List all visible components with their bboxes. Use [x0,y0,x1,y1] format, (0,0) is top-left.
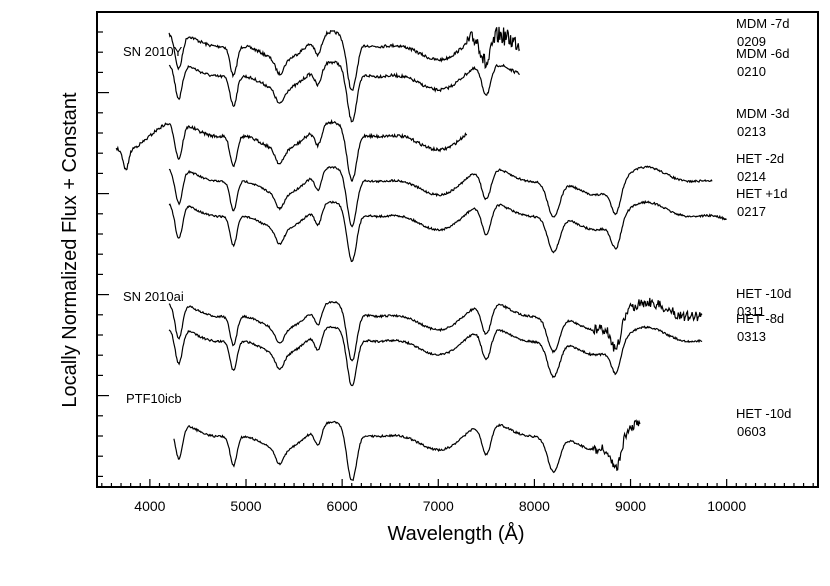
series-date: 0603 [737,424,766,439]
x-tick-label: 4000 [134,498,165,514]
x-tick-label: 10000 [707,498,746,514]
series-date: 0213 [737,124,766,139]
object-label: SN 2010Y [123,44,183,59]
series-date: 0311 [737,304,765,319]
spectrum-line [168,297,703,362]
spectrum-line [168,26,521,91]
series-label: HET +1d [736,186,787,201]
x-tick-label: 6000 [327,498,358,514]
spectrum-line [173,419,641,482]
series-date: 0313 [737,329,766,344]
y-axis-label: Locally Normalized Flux + Constant [59,92,81,408]
series-label: HET -8d [736,311,784,326]
series-date: 0217 [737,204,766,219]
series-label: MDM -7d [736,16,789,31]
plot-frame [96,11,819,488]
spectrum-line [115,118,468,182]
series-label: MDM -3d [736,106,789,121]
series-label: HET -10d [736,406,791,421]
x-tick-label: 7000 [423,498,454,514]
object-label: PTF10icb [126,391,182,406]
series-label: HET -2d [736,151,784,166]
object-label: SN 2010ai [123,289,184,304]
series-date: 0210 [737,64,766,79]
spectrum-line [168,199,727,263]
spectra-series [115,26,727,482]
spectrum-line [168,60,520,123]
x-axis-label: Wavelength (Å) [387,522,524,545]
x-axis-ticks: 4000 5000 6000 7000 8000 9000 10000 [101,479,814,514]
series-date: 0214 [737,169,766,184]
y-axis-ticks [97,31,109,477]
series-label: MDM -6d [736,46,789,61]
series-label: HET -10d [736,286,791,301]
spectrum-line [168,325,703,387]
x-tick-label: 8000 [519,498,550,514]
series-date: 0209 [737,34,766,49]
spectrum-line [168,165,713,228]
x-tick-label: 9000 [615,498,646,514]
x-tick-label: 5000 [230,498,261,514]
